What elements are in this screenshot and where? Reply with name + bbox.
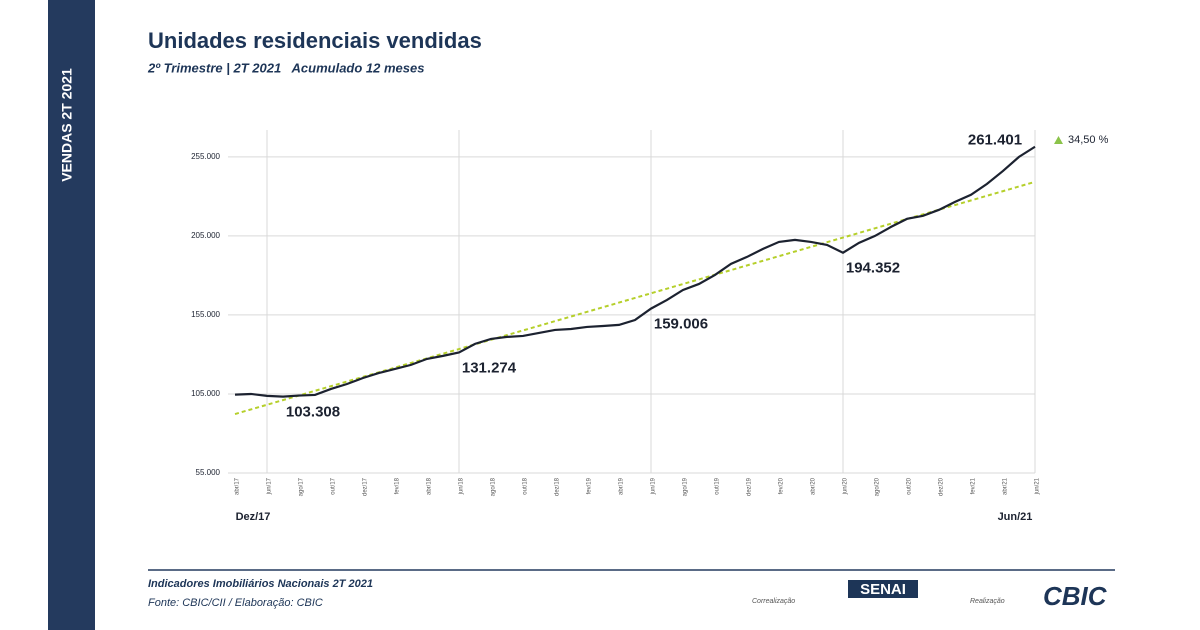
x-tick-label: abr/21 <box>1003 477 1009 495</box>
y-tick-label: 55.000 <box>196 468 221 477</box>
x-tick-label: out/18 <box>523 477 529 494</box>
value-label: 103.308 <box>286 404 340 421</box>
x-tick-label: jun/21 <box>1035 477 1041 495</box>
x-tick-label: jun/17 <box>267 477 273 495</box>
value-label: 159.006 <box>654 316 708 333</box>
chart-title: Unidades residenciais vendidas <box>148 28 482 53</box>
x-tick-label: out/20 <box>907 477 913 494</box>
x-tick-label: abr/19 <box>619 477 625 495</box>
value-label: 261.401 <box>968 132 1022 149</box>
x-tick-label: out/19 <box>715 477 721 494</box>
footer-co-label: Correalização <box>752 598 795 605</box>
y-tick-label: 255.000 <box>191 152 220 161</box>
period-end: Jun/21 <box>998 511 1033 523</box>
x-tick-label: abr/17 <box>235 477 241 495</box>
x-tick-label: jun/19 <box>651 477 657 495</box>
chart-subtitle: 2º Trimestre | 2T 2021 Acumulado 12 mese… <box>147 60 424 75</box>
x-tick-label: fev/21 <box>971 477 977 494</box>
x-tick-label: abr/18 <box>427 477 433 495</box>
value-label: 194.352 <box>846 260 900 277</box>
x-tick-label: fev/18 <box>395 477 401 494</box>
x-tick-label: jun/18 <box>459 477 465 495</box>
x-tick-label: dez/18 <box>555 477 561 496</box>
x-tick-label: ago/18 <box>491 477 497 496</box>
value-label: 131.274 <box>462 359 517 376</box>
footer-org-logo: CBIC <box>1043 581 1108 611</box>
x-tick-label: fev/20 <box>779 477 785 494</box>
footer-co-logo: SENAI <box>860 581 906 598</box>
x-tick-label: dez/17 <box>363 477 369 496</box>
sidebar <box>48 0 95 630</box>
x-tick-label: ago/19 <box>683 477 689 496</box>
change-label: 34,50 % <box>1068 134 1109 146</box>
sidebar-text: VENDAS 2T 2021 <box>59 68 75 182</box>
data-line <box>234 145 1036 398</box>
x-tick-label: dez/20 <box>939 477 945 496</box>
x-tick-label: out/17 <box>331 477 337 494</box>
x-tick-label: jun/20 <box>843 477 849 495</box>
x-tick-label: fev/19 <box>587 477 593 494</box>
period-start: Dez/17 <box>236 511 271 523</box>
change-arrow <box>1054 136 1063 144</box>
senai-logo-box <box>848 580 918 598</box>
x-tick-label: dez/19 <box>747 477 753 496</box>
y-tick-label: 205.000 <box>191 231 220 240</box>
y-tick-label: 155.000 <box>191 310 220 319</box>
footer-source-title: Indicadores Imobiliários Nacionais 2T 20… <box>148 578 373 590</box>
y-tick-label: 105.000 <box>191 389 220 398</box>
footer-source: Fonte: CBIC/CII / Elaboração: CBIC <box>148 597 323 609</box>
x-tick-label: abr/20 <box>811 477 817 495</box>
x-tick-label: ago/20 <box>875 477 881 496</box>
x-tick-label: ago/17 <box>299 477 305 496</box>
footer-org-label: Realização <box>970 598 1005 605</box>
